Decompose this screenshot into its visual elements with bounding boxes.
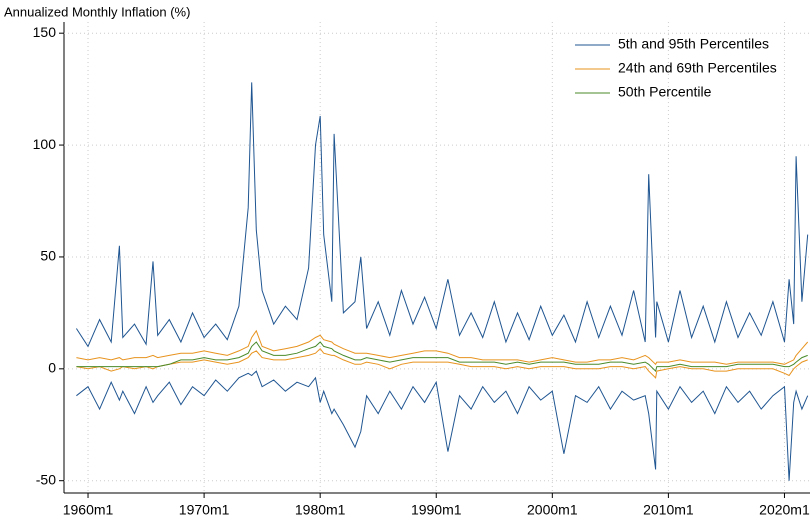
series-line — [76, 370, 809, 481]
x-tick-label: 1970m1 — [179, 502, 230, 518]
series-line — [76, 347, 808, 379]
y-tick-label: 100 — [33, 136, 57, 152]
x-tick-label: 1990m1 — [411, 502, 462, 518]
legend-label: 5th and 95th Percentiles — [618, 36, 769, 52]
x-tick-label: 1960m1 — [63, 502, 114, 518]
plot-area — [75, 82, 809, 481]
series-line — [75, 82, 809, 348]
series-line — [76, 329, 809, 366]
y-tick-label: 0 — [48, 360, 56, 376]
x-tick-label: 2010m1 — [643, 502, 694, 518]
legend-label: 24th and 69th Percentiles — [618, 60, 777, 76]
y-tick-label: 150 — [33, 24, 57, 40]
x-tick-label: 2000m1 — [527, 502, 578, 518]
y-axis-label: Annualized Monthly Inflation (%) — [4, 4, 190, 19]
series-line — [76, 341, 808, 373]
x-tick-label: 1980m1 — [295, 502, 346, 518]
y-tick-label: -50 — [36, 471, 56, 487]
legend-label: 50th Percentile — [618, 84, 712, 100]
x-tick-label: 2020m1 — [759, 502, 810, 518]
y-tick-label: 50 — [40, 248, 56, 264]
